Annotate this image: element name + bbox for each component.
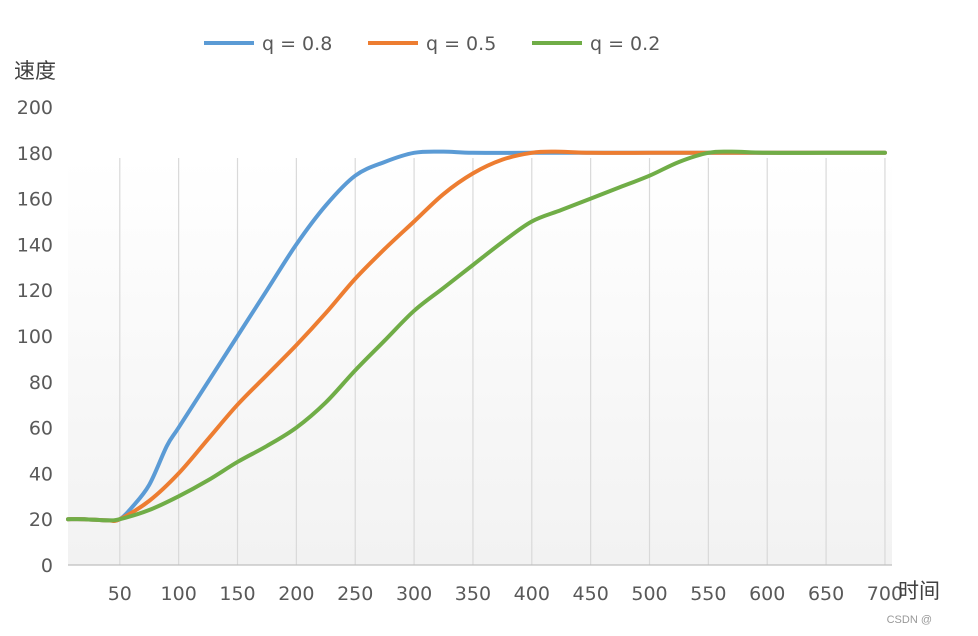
series-line-2 <box>66 149 887 523</box>
watermark: CSDN @ <box>886 614 932 626</box>
x-tick-label: 650 <box>808 583 844 605</box>
y-tick-label: 180 <box>17 143 53 165</box>
series-line-3 <box>66 149 887 523</box>
x-tick-label: 200 <box>278 583 314 605</box>
y-tick-label: 20 <box>29 509 53 531</box>
x-tick-label: 100 <box>161 583 197 605</box>
y-tick-label: 40 <box>29 463 53 485</box>
y-tick-label: 80 <box>29 372 53 394</box>
x-tick-label: 50 <box>108 583 132 605</box>
x-tick-label: 500 <box>631 583 667 605</box>
x-tick-label: 300 <box>396 583 432 605</box>
x-tick-labels: 50 100 150 200 250 300 350 400 450 500 550 600 650 70… <box>108 583 903 605</box>
series-lines <box>66 149 887 523</box>
y-tick-label: 100 <box>17 326 53 348</box>
x-tick-label: 400 <box>514 583 550 605</box>
x-tick-label: 600 <box>749 583 785 605</box>
legend-label: q = 0.8 <box>262 33 332 55</box>
x-tick-label: 250 <box>337 583 373 605</box>
y-tick-label: 200 <box>17 97 53 119</box>
y-tick-label: 160 <box>17 189 53 211</box>
y-tick-label: 0 <box>41 555 53 577</box>
x-axis-title: 时间 <box>898 579 940 603</box>
x-tick-label: 700 <box>867 583 903 605</box>
gridlines <box>119 158 886 565</box>
x-tick-label: 350 <box>455 583 491 605</box>
plot-area-background <box>68 158 892 565</box>
y-tick-labels: 0 20 40 60 80 100 120 140 160 180 200 <box>17 97 53 577</box>
x-tick-label: 150 <box>219 583 255 605</box>
legend: q = 0.8 q = 0.5 q = 0.2 <box>204 33 660 55</box>
y-tick-label: 140 <box>17 234 53 256</box>
x-tick-label: 550 <box>690 583 726 605</box>
x-tick-label: 450 <box>573 583 609 605</box>
y-tick-label: 60 <box>29 418 53 440</box>
legend-label: q = 0.5 <box>426 33 496 55</box>
y-tick-label: 120 <box>17 280 53 302</box>
y-axis-title: 速度 <box>14 59 56 83</box>
legend-label: q = 0.2 <box>590 33 660 55</box>
